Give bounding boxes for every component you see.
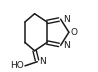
Text: N: N <box>63 41 70 50</box>
Text: O: O <box>71 28 78 37</box>
Text: N: N <box>39 57 46 66</box>
Text: HO: HO <box>11 61 24 70</box>
Text: N: N <box>63 15 70 24</box>
